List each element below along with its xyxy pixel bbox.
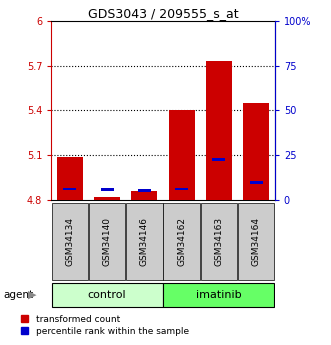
Bar <box>131 191 158 200</box>
Text: GSM34164: GSM34164 <box>252 217 260 266</box>
Bar <box>238 203 274 280</box>
Title: GDS3043 / 209555_s_at: GDS3043 / 209555_s_at <box>88 7 238 20</box>
Bar <box>52 203 88 280</box>
Bar <box>213 158 225 161</box>
Bar <box>101 188 114 191</box>
Bar <box>52 283 163 307</box>
Text: GSM34140: GSM34140 <box>103 217 112 266</box>
Text: ▶: ▶ <box>28 290 37 300</box>
Bar <box>250 181 262 184</box>
Text: control: control <box>88 290 126 300</box>
Text: GSM34163: GSM34163 <box>214 217 223 266</box>
Bar <box>243 103 269 200</box>
Bar <box>175 188 188 190</box>
Text: agent: agent <box>3 290 33 300</box>
Text: imatinib: imatinib <box>196 290 242 300</box>
Bar <box>164 203 200 280</box>
Bar <box>206 61 232 200</box>
Text: GSM34134: GSM34134 <box>66 217 74 266</box>
Legend: transformed count, percentile rank within the sample: transformed count, percentile rank withi… <box>21 315 189 336</box>
Bar <box>64 188 76 190</box>
Bar <box>126 203 163 280</box>
Bar <box>57 157 83 200</box>
Bar <box>94 197 120 200</box>
Text: GSM34146: GSM34146 <box>140 217 149 266</box>
Bar <box>168 110 195 200</box>
Bar <box>138 189 151 192</box>
Bar <box>89 203 125 280</box>
Bar <box>201 203 237 280</box>
Text: GSM34162: GSM34162 <box>177 217 186 266</box>
Bar <box>164 283 274 307</box>
